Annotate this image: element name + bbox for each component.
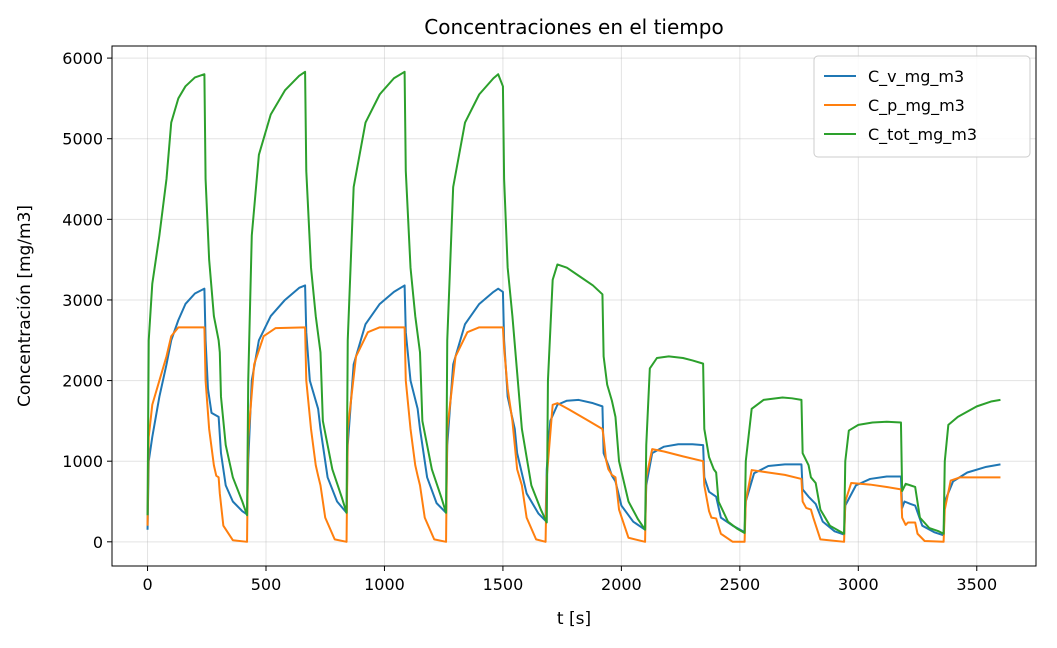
y-axis-title: Concentración [mg/m3] (15, 205, 35, 407)
series-line-C_tot_mg_m3 (146, 70, 1001, 535)
y-tick-label: 6000 (62, 49, 103, 68)
y-tick-label: 1000 (62, 452, 103, 471)
y-tick-label: 3000 (62, 291, 103, 310)
series-line-C_p_mg_m3 (146, 326, 1001, 543)
x-tick-label: 3500 (956, 575, 997, 594)
legend-label: C_v_mg_m3 (868, 67, 964, 87)
legend-label: C_tot_mg_m3 (868, 125, 977, 145)
x-tick-label: 1000 (364, 575, 405, 594)
y-tick-label: 2000 (62, 372, 103, 391)
axis-ticks: 0 500 1000 1500 2000 2500 3000 3500 0 1000 2000 300… (62, 49, 997, 594)
y-tick-label: 4000 (62, 210, 103, 229)
chart-title: Concentraciones en el tiempo (424, 15, 723, 39)
x-tick-label: 1500 (483, 575, 524, 594)
series-lines (146, 70, 1001, 543)
x-tick-label: 3000 (838, 575, 879, 594)
x-tick-label: 500 (251, 575, 282, 594)
y-tick-label: 0 (93, 533, 103, 552)
plot-frame (111, 45, 1037, 567)
x-axis-title: t [s] (557, 609, 591, 629)
legend-label: C_p_mg_m3 (868, 96, 965, 116)
legend: C_v_mg_m3 C_p_mg_m3 C_tot_mg_m3 (813, 55, 1031, 158)
y-tick-label: 5000 (62, 130, 103, 149)
x-tick-label: 2000 (601, 575, 642, 594)
x-tick-label: 0 (142, 575, 152, 594)
legend-box (813, 55, 1031, 158)
x-tick-label: 2500 (719, 575, 760, 594)
